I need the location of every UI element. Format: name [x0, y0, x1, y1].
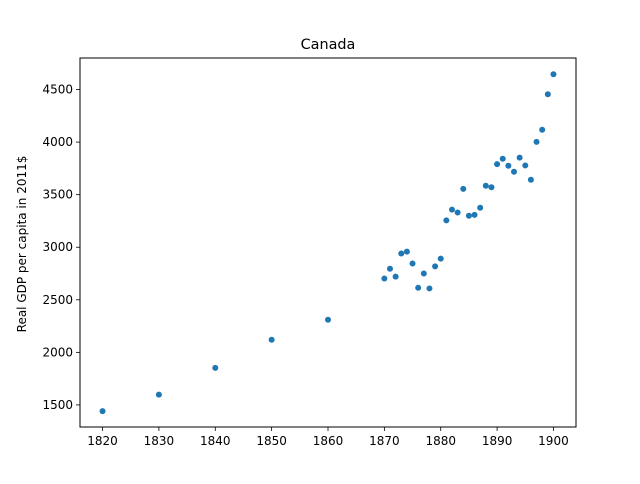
x-tick-label: 1840: [200, 434, 231, 448]
data-point: [420, 270, 427, 277]
data-point: [482, 182, 489, 189]
y-tick-label: 3500: [42, 188, 73, 202]
x-tick-label: 1860: [313, 434, 344, 448]
data-point: [426, 285, 433, 292]
plot-area-frame: [79, 57, 577, 428]
data-point: [544, 91, 551, 98]
data-point: [516, 154, 523, 161]
data-point: [527, 176, 534, 183]
y-tick-label: 1500: [42, 398, 73, 412]
y-tick-label: 4500: [42, 83, 73, 97]
y-tick-label: 2500: [42, 293, 73, 307]
x-tick-label: 1900: [538, 434, 569, 448]
data-point: [443, 217, 450, 224]
data-point: [454, 209, 461, 216]
y-tick-label: 4000: [42, 135, 73, 149]
data-point: [449, 206, 455, 213]
data-point: [550, 71, 557, 78]
x-tick-label: 1850: [256, 434, 287, 448]
x-tick-label: 1890: [482, 434, 513, 448]
data-point: [511, 168, 517, 175]
data-point: [488, 184, 495, 191]
data-point: [539, 126, 546, 133]
data-point: [398, 250, 405, 257]
data-point: [381, 275, 388, 282]
data-point: [268, 336, 275, 343]
ticks-layer: 1820 1830 1840 1850 1860 1870 1880 1890 1900 1500…: [42, 83, 568, 448]
data-point: [409, 260, 416, 267]
data-point: [155, 391, 162, 398]
x-tick-label: 1820: [87, 434, 118, 448]
data-point: [325, 316, 331, 323]
data-point: [460, 185, 467, 192]
chart-title: Canada: [301, 37, 356, 53]
data-point: [499, 155, 506, 162]
data-point: [437, 255, 444, 262]
data-point: [505, 162, 512, 169]
data-point: [465, 212, 472, 219]
data-point: [494, 161, 501, 168]
data-point: [533, 138, 540, 145]
y-tick-label: 3000: [42, 240, 73, 254]
data-point: [212, 364, 219, 371]
data-point: [99, 408, 106, 415]
data-point: [387, 265, 393, 272]
data-point: [432, 263, 439, 270]
data-point: [392, 273, 399, 280]
data-point: [471, 211, 478, 218]
data-point: [522, 162, 529, 169]
y-axis-label: Real GDP per capita in 2011$: [15, 156, 29, 333]
x-tick-label: 1880: [425, 434, 456, 448]
x-tick-label: 1830: [144, 434, 175, 448]
y-tick-label: 2000: [42, 345, 73, 359]
data-point: [403, 248, 410, 255]
data-point: [415, 284, 422, 291]
data-point: [477, 204, 484, 211]
data-points-layer: [99, 71, 557, 415]
x-tick-label: 1870: [369, 434, 400, 448]
